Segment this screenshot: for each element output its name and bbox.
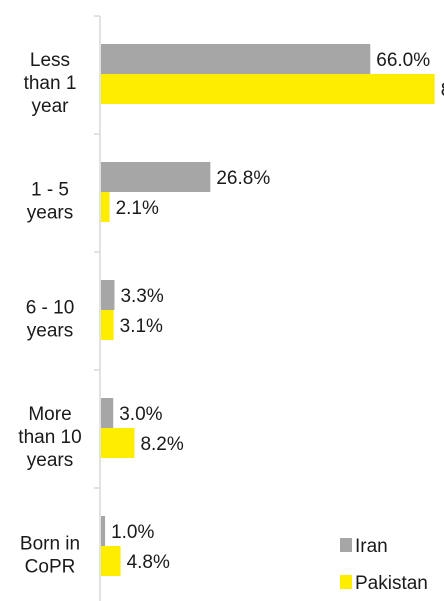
category-label: Born in CoPR xyxy=(20,534,80,578)
data-label-pakistan-2: 3.1% xyxy=(120,316,163,337)
data-label-iran-0: 66.0% xyxy=(376,50,430,71)
data-label-iran-4: 1.0% xyxy=(111,522,154,543)
bar-iran-2 xyxy=(101,280,115,310)
legend-label-iran: Iran xyxy=(355,536,388,557)
bar-pakistan-0 xyxy=(101,74,435,104)
bar-iran-1 xyxy=(101,162,211,192)
bar-pakistan-3 xyxy=(101,428,135,458)
axis-layer xyxy=(94,15,101,601)
bar-pakistan-2 xyxy=(101,310,114,340)
value-labels: 66.0% 26.8% 3.3% 3.0% 1.0% 81.8% 2.1% 3.1% 8.2% 4… xyxy=(111,50,444,573)
category-label-line: Less xyxy=(30,50,70,71)
category-label: 1 - 5 years xyxy=(27,180,73,224)
data-label-pakistan-1: 2.1% xyxy=(116,198,159,219)
category-label-line: 6 - 10 xyxy=(26,298,75,319)
data-label-iran-1: 26.8% xyxy=(216,168,270,189)
legend: Iran Pakistan xyxy=(340,536,428,594)
category-label: More than 10 years xyxy=(18,404,81,471)
bar-iran-3 xyxy=(101,398,114,428)
bars xyxy=(101,44,435,576)
data-label-iran-3: 3.0% xyxy=(119,404,162,425)
category-label-line: 1 - 5 xyxy=(31,180,69,201)
legend-swatch-iran xyxy=(340,538,352,552)
category-label-line: years xyxy=(27,450,73,471)
legend-label-pakistan: Pakistan xyxy=(355,573,428,594)
category-label-line: More xyxy=(28,404,71,425)
category-label: 6 - 10 years xyxy=(26,298,75,342)
category-label-line: years xyxy=(27,321,73,342)
data-label-pakistan-3: 8.2% xyxy=(140,434,183,455)
category-label: Less than 1 year xyxy=(24,50,77,117)
category-label-line: Born in xyxy=(20,534,80,555)
bar-pakistan-4 xyxy=(101,546,121,576)
category-label-line: year xyxy=(32,96,70,117)
category-label-line: CoPR xyxy=(25,557,76,578)
category-label-line: than 1 xyxy=(24,73,77,94)
data-label-pakistan-4: 4.8% xyxy=(127,552,170,573)
bar-pakistan-1 xyxy=(101,192,110,222)
bar-iran-4 xyxy=(101,516,106,546)
category-label-line: years xyxy=(27,203,73,224)
legend-swatch-pakistan xyxy=(340,575,352,589)
bar-iran-0 xyxy=(101,44,371,74)
data-label-pakistan-0: 81.8% xyxy=(441,80,444,101)
category-label-line: than 10 xyxy=(18,427,81,448)
data-label-iran-2: 3.3% xyxy=(120,286,163,307)
